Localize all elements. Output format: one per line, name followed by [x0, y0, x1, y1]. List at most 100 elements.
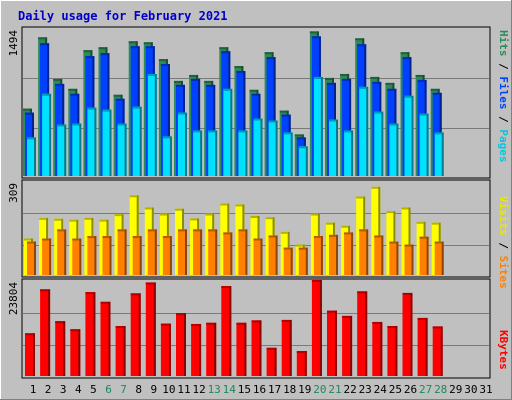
bar-hits-files-pages-files-day-12 [191, 78, 201, 176]
bar-kbytes-kbytes-day-26-shade [410, 292, 413, 376]
bar-visits-sites-sites-day-15-shade [245, 229, 248, 275]
bar-hits-files-pages-pages-day-22-top [344, 130, 352, 133]
bar-visits-sites-visits-day-1-top [24, 238, 31, 241]
bar-visits-sites-visits-day-25-top [386, 211, 394, 214]
panel-hits-files-pages-frame [21, 26, 491, 179]
x-tick-label-21: 21 [328, 383, 341, 396]
bar-hits-files-pages-pages-day-15-shade [245, 130, 248, 176]
bar-hits-files-pages-pages-day-6 [102, 109, 112, 176]
bar-kbytes-kbytes-day-17-top [266, 347, 275, 350]
bar-kbytes-kbytes-day-15-fill [236, 322, 247, 376]
bar-hits-files-pages-pages-day-28 [434, 132, 444, 176]
bar-kbytes-kbytes-day-16-top [251, 320, 260, 323]
bar-hits-files-pages-pages-day-25-fill [389, 123, 399, 176]
bar-visits-sites-sites-day-12-fill [193, 229, 203, 275]
bar-hits-files-pages-pages-day-8-top [132, 106, 140, 109]
bar-visits-sites-sites-day-9-shade [154, 229, 157, 275]
bar-kbytes-kbytes-day-12-shade [199, 323, 202, 376]
bar-kbytes-kbytes-day-20 [311, 280, 322, 376]
bar-hits-files-pages-hits-day-22-top [340, 73, 348, 76]
bar-visits-sites-sites-day-28-fill [434, 241, 444, 275]
bar-hits-files-pages-pages-day-3-fill [57, 124, 67, 176]
bar-hits-files-pages-pages-day-21-shade [336, 119, 338, 176]
bar-hits-files-pages-pages-day-11-fill [178, 112, 187, 176]
bar-kbytes-kbytes-day-2-shade [48, 289, 51, 376]
bar-hits-files-pages-pages-day-12-top [193, 130, 201, 133]
bar-kbytes-kbytes-day-14-top [221, 286, 230, 289]
bar-visits-sites-sites-day-9 [147, 229, 157, 275]
bar-kbytes-kbytes-day-27-fill [417, 317, 428, 376]
bar-hits-files-pages-pages-day-14-top [223, 88, 231, 91]
bar-visits-sites-sites-day-19 [298, 247, 308, 275]
bar-hits-files-pages-pages-day-15-top [238, 130, 246, 133]
bar-kbytes-kbytes-day-11-fill [176, 313, 186, 376]
bar-hits-files-pages-files-day-8-top [130, 46, 138, 49]
bar-hits-files-pages-hits-day-27-top [415, 74, 423, 77]
bar-visits-sites-sites-day-19-shade [305, 247, 308, 275]
bar-kbytes-kbytes-day-5-shade [93, 292, 96, 376]
bar-kbytes-kbytes-day-16-fill [251, 320, 262, 376]
bar-kbytes-kbytes-day-17-fill [266, 347, 277, 376]
bar-hits-files-pages-pages-day-26-fill [404, 95, 414, 176]
bar-visits-sites-visits-day-14-top [220, 203, 228, 206]
bar-hits-files-pages-pages-day-6-shade [109, 109, 112, 176]
bar-hits-files-pages-pages-day-9 [147, 73, 157, 176]
bar-visits-sites-sites-day-4-shade [79, 238, 82, 275]
bar-hits-files-pages-pages-day-13 [208, 130, 218, 176]
bar-kbytes-kbytes-day-27-shade [425, 317, 428, 376]
bar-hits-files-pages-files-day-22 [342, 78, 352, 176]
bar-visits-sites-sites-day-25-shade [396, 241, 399, 275]
bar-hits-files-pages-pages-day-3-shade [64, 124, 67, 176]
bar-visits-sites-visits-day-19-top [295, 244, 303, 247]
bar-hits-files-pages-pages-day-8-fill [132, 106, 142, 176]
bar-visits-sites-sites-day-14-shade [230, 232, 233, 275]
bar-kbytes-kbytes-day-23-shade [365, 291, 368, 376]
bar-hits-files-pages-files-day-12-fill [191, 78, 201, 176]
x-tick-label-6: 6 [105, 383, 112, 396]
bar-visits-sites-sites-day-20-fill [313, 236, 323, 275]
x-tick-label-14: 14 [223, 383, 237, 396]
bar-hits-files-pages-files-day-25-top [387, 88, 395, 91]
bar-hits-files-pages-pages-day-1-fill [27, 137, 36, 176]
legend-sep-1: / [497, 57, 510, 77]
bar-hits-files-pages-pages-day-10-fill [162, 136, 172, 176]
bar-visits-sites-sites-day-8-shade [139, 236, 142, 275]
bar-hits-files-pages-hits-day-1-top [23, 108, 30, 111]
bar-visits-sites-sites-day-7-fill [117, 229, 127, 275]
bar-visits-sites-sites-day-2-top [42, 238, 50, 241]
bar-hits-files-pages-pages-day-10-top [162, 136, 170, 139]
bar-hits-files-pages-pages-day-13-fill [208, 130, 218, 176]
bar-hits-files-pages-pages-day-11-top [178, 112, 185, 115]
bar-visits-sites-sites-day-24-top [374, 235, 382, 238]
bar-visits-sites-visits-day-12-top [190, 218, 198, 221]
bar-hits-files-pages-pages-day-20-top [313, 76, 321, 79]
bar-hits-files-pages-pages-day-18-shade [290, 132, 293, 176]
bar-kbytes-kbytes-day-3 [55, 321, 66, 376]
bar-hits-files-pages-pages-day-4-fill [72, 123, 82, 176]
bar-kbytes-kbytes-day-11-top [176, 313, 184, 316]
bar-hits-files-pages-files-day-16-top [251, 93, 259, 96]
bar-hits-files-pages-hits-day-3-top [53, 78, 61, 81]
bar-kbytes-kbytes-day-22-top [342, 315, 351, 318]
bar-kbytes-kbytes-day-5 [85, 292, 96, 376]
bar-hits-files-pages-pages-day-22-fill [344, 130, 354, 176]
bar-visits-sites-sites-day-10 [162, 236, 172, 275]
bar-hits-files-pages-hits-day-11-top [174, 80, 181, 83]
bar-kbytes-kbytes-day-11 [176, 313, 186, 376]
bar-hits-files-pages-pages-day-12-fill [193, 130, 203, 176]
bar-hits-files-pages-hits-day-21-top [325, 77, 332, 80]
bar-hits-files-pages-pages-day-23 [359, 86, 369, 176]
bar-hits-files-pages-pages-day-18-top [283, 132, 291, 135]
legend-hits-files-pages: Hits / Files / Pages [497, 30, 510, 163]
bar-visits-sites-visits-day-3-top [54, 218, 62, 221]
bar-hits-files-pages-pages-day-13-top [208, 130, 216, 133]
bar-hits-files-pages-files-day-26-top [402, 57, 410, 60]
bar-visits-sites-visits-day-24-fill [371, 186, 381, 275]
bar-hits-files-pages-files-day-17-fill [266, 57, 276, 176]
bar-hits-files-pages-pages-day-16-shade [260, 118, 263, 176]
bar-visits-sites-sites-day-8-top [132, 236, 140, 239]
bar-visits-sites-visits-day-10-top [159, 213, 167, 216]
bar-visits-sites-sites-day-28-shade [441, 241, 444, 275]
legend-sep-2: / [497, 110, 510, 130]
bar-hits-files-pages-pages-day-27 [419, 113, 429, 176]
